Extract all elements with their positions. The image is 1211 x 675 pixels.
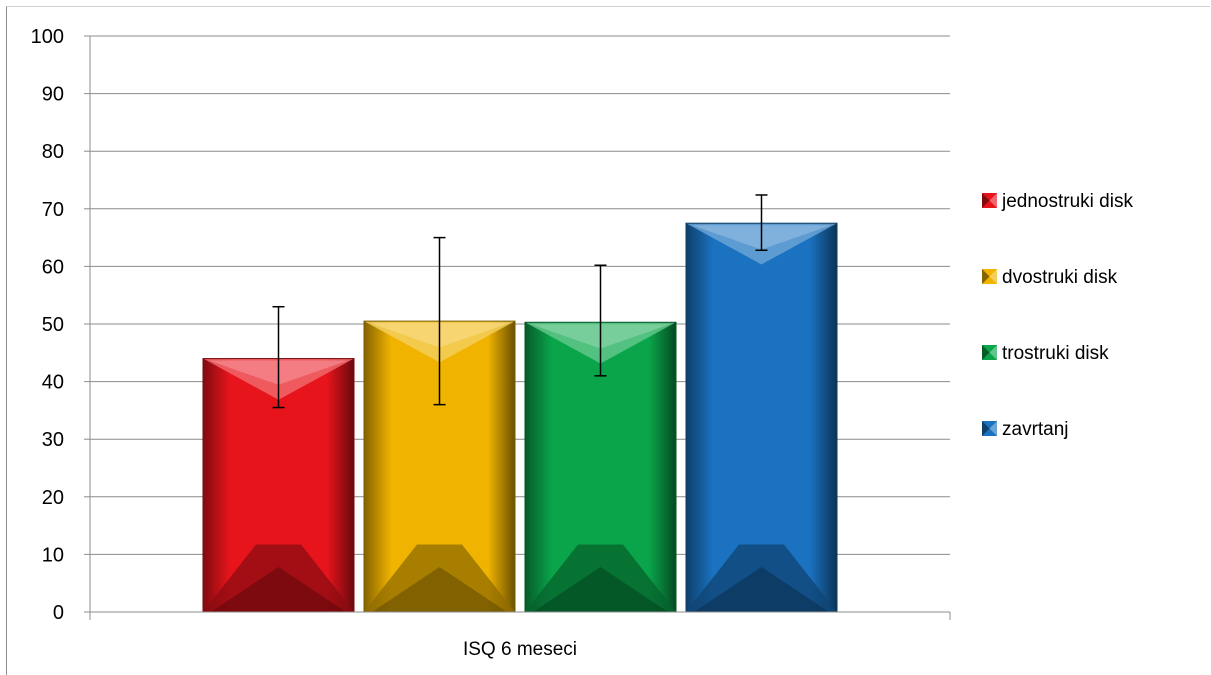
y-tick-label: 0	[53, 602, 64, 624]
y-tick-label: 30	[42, 429, 64, 451]
legend-label: dvostruki disk	[1002, 267, 1118, 288]
legend: jednostruki disk dvostruki disk trostruki …	[982, 191, 1133, 440]
legend-label: zavrtanj	[1002, 419, 1069, 440]
error-bar	[272, 305, 285, 409]
error-bar	[594, 264, 607, 377]
legend-swatch	[982, 193, 997, 208]
legend-label: trostruki disk	[1002, 343, 1109, 364]
y-tick-label: 60	[42, 256, 64, 278]
legend-item: zavrtanj	[982, 419, 1069, 440]
y-tick-label: 10	[42, 544, 64, 566]
legend-swatch	[982, 345, 997, 360]
y-tick-label: 90	[42, 84, 64, 106]
error-bar	[755, 194, 768, 252]
y-tick-label: 70	[42, 199, 64, 221]
y-tick-label: 50	[42, 314, 64, 336]
legend-label: jednostruki disk	[1001, 191, 1133, 212]
error-bar-group	[272, 194, 768, 409]
axes: 0 10 20 30 40 50 60 70 80 90 100 ISQ 6 meseci	[31, 26, 951, 660]
legend-item: dvostruki disk	[982, 267, 1118, 288]
legend-swatch	[982, 421, 997, 436]
chart-frame	[6, 6, 1210, 675]
y-tick-label: 100	[31, 26, 64, 48]
bar-group	[202, 222, 838, 613]
y-tick-label: 20	[42, 487, 64, 509]
y-tick-label: 40	[42, 372, 64, 394]
legend-item: jednostruki disk	[982, 191, 1133, 212]
y-tick-label: 80	[42, 141, 64, 163]
error-bar	[433, 236, 446, 406]
legend-item: trostruki disk	[982, 343, 1109, 364]
x-category-label: ISQ 6 meseci	[463, 639, 577, 660]
legend-swatch	[982, 269, 997, 284]
bar	[685, 222, 838, 613]
